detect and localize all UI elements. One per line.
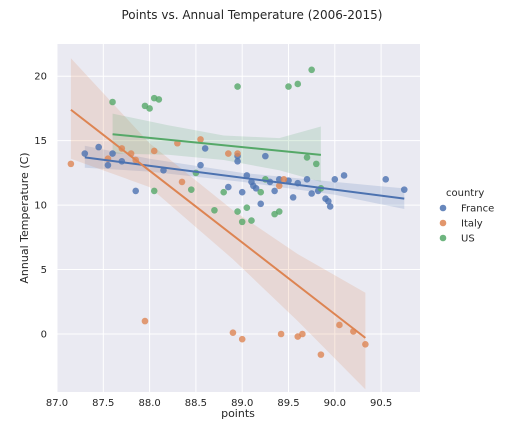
regression-lines <box>70 108 405 339</box>
x-tick-label: 90.5 <box>370 398 392 409</box>
us-data-point <box>285 83 292 90</box>
us-data-point <box>211 206 218 214</box>
y-tick-label: 5 <box>41 265 47 276</box>
italy-data-point <box>67 160 75 168</box>
y-axis-ticks: 0 5 10 15 20 <box>34 72 47 341</box>
scatter-points <box>67 66 408 358</box>
italy-data-point <box>141 317 149 325</box>
france-data-point <box>225 183 232 191</box>
france-data-point <box>234 157 241 165</box>
france-data-point <box>104 161 112 169</box>
y-tick-label: 15 <box>34 136 47 147</box>
us-data-point <box>303 154 311 161</box>
y-tick-label: 0 <box>41 330 47 341</box>
us-data-point <box>257 188 265 196</box>
chart-title: Points vs. Annual Temperature (2006-2015… <box>122 8 383 22</box>
france-data-point <box>132 187 140 195</box>
italy-data-point <box>229 329 237 337</box>
italy-data-point <box>317 351 325 358</box>
france-data-point <box>331 176 339 183</box>
france-data-point <box>81 150 89 157</box>
italy-data-point <box>150 147 158 155</box>
x-tick-label: 88.5 <box>185 398 207 409</box>
us-data-point <box>294 80 302 88</box>
x-tick-label: 90.0 <box>324 398 346 409</box>
france-data-point <box>257 200 265 208</box>
us-data-point <box>220 188 227 196</box>
us-data-point <box>312 160 320 168</box>
legend-marker-italy <box>439 219 447 227</box>
italy-data-point <box>225 150 232 157</box>
legend-title: country <box>446 188 484 199</box>
france-data-point <box>243 172 251 179</box>
us-confidence-band <box>112 113 321 182</box>
legend-label-france: France <box>461 204 494 215</box>
x-tick-label: 88.0 <box>138 398 160 409</box>
france-data-point <box>201 145 209 152</box>
y-tick-label: 20 <box>34 72 47 83</box>
y-tick-label: 10 <box>34 201 47 212</box>
france-data-point <box>275 176 283 183</box>
x-axis-ticks: 87.0 87.5 88.0 88.5 89.0 89.5 90.0 90.5 <box>46 398 392 409</box>
us-data-point <box>234 208 241 215</box>
us-data-point <box>109 98 116 106</box>
y-axis-label: Annual Temperature (C) <box>18 152 31 283</box>
italy-data-point <box>362 341 369 348</box>
legend-marker-france <box>439 204 447 212</box>
italy-data-point <box>238 335 246 343</box>
us-data-point <box>238 218 246 226</box>
france-data-point <box>325 197 332 205</box>
us-data-point <box>150 187 158 195</box>
italy-data-point <box>197 136 204 143</box>
france-data-point <box>109 150 116 157</box>
france-data-point <box>262 152 269 160</box>
grid-lines <box>56 44 420 392</box>
italy-regression-line <box>70 108 366 339</box>
italy-data-point <box>178 178 186 186</box>
x-tick-label: 87.5 <box>92 398 114 409</box>
france-data-point <box>382 176 390 183</box>
france-data-point <box>308 190 315 197</box>
france-data-point <box>238 188 246 196</box>
us-data-point <box>187 186 195 193</box>
legend-items: France Italy US <box>439 204 494 245</box>
italy-data-point <box>280 176 288 183</box>
italy-data-point <box>336 321 343 329</box>
us-data-point <box>146 105 153 112</box>
france-data-point <box>271 187 278 195</box>
x-tick-label: 89.0 <box>231 398 253 409</box>
france-data-point <box>400 186 408 193</box>
france-regression-line <box>84 156 405 200</box>
us-regression-line <box>112 133 322 156</box>
legend-label-italy: Italy <box>461 219 483 230</box>
us-data-point <box>308 66 315 74</box>
x-tick-label: 89.5 <box>277 398 299 409</box>
italy-data-point <box>277 330 285 338</box>
us-data-point <box>155 96 163 103</box>
legend-marker-us <box>439 234 447 242</box>
france-data-point <box>326 203 334 210</box>
france-data-point <box>252 185 260 192</box>
us-data-point <box>275 208 283 215</box>
france-data-point <box>197 161 204 169</box>
us-data-point <box>248 217 255 224</box>
italy-data-point <box>234 150 241 157</box>
legend-label-us: US <box>461 234 475 245</box>
france-data-point <box>340 172 348 179</box>
france-data-point <box>303 176 311 183</box>
x-tick-label: 87.0 <box>46 398 68 409</box>
italy-data-point <box>299 330 306 338</box>
france-data-point <box>289 194 297 201</box>
us-data-point <box>243 204 251 211</box>
legend: country France Italy US <box>439 188 494 245</box>
us-data-point <box>234 83 241 90</box>
italy-data-point <box>275 182 283 190</box>
x-axis-label: points <box>221 407 255 420</box>
france-data-point <box>95 143 102 151</box>
